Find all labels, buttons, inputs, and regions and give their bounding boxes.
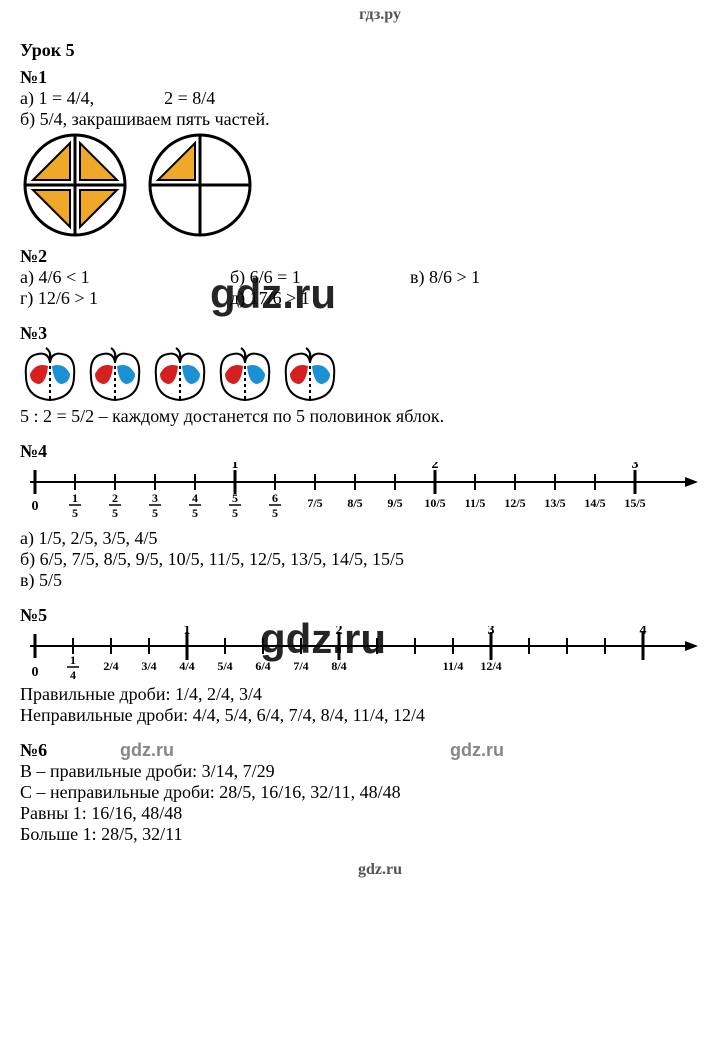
ex3-answer: 5 : 2 = 5/2 – каждому достанется по 5 по… — [20, 406, 720, 427]
ex4-v: в) 5/5 — [20, 570, 720, 591]
ex2-b: б) 6/6 = 1 — [230, 267, 410, 288]
svg-text:10/5: 10/5 — [424, 496, 445, 510]
svg-text:5: 5 — [272, 506, 278, 520]
svg-text:8/4: 8/4 — [331, 659, 346, 673]
svg-text:2: 2 — [112, 491, 118, 505]
svg-text:5: 5 — [152, 506, 158, 520]
svg-text:13/5: 13/5 — [544, 496, 565, 510]
svg-text:2: 2 — [432, 462, 439, 472]
ex5-num: №5 — [20, 605, 720, 626]
svg-text:12/5: 12/5 — [504, 496, 525, 510]
ex5-numberline: 0 1 2 3 4 14 2/4 — [20, 626, 700, 684]
svg-text:5: 5 — [232, 506, 238, 520]
ex6-num: №6 — [20, 740, 720, 761]
svg-text:2/4: 2/4 — [103, 659, 118, 673]
exercise-1: №1 а) 1 = 4/4, 2 = 8/4 б) 5/4, закрашива… — [20, 67, 720, 240]
ex1-circles — [20, 130, 280, 240]
exercise-2: №2 а) 4/6 < 1 б) 6/6 = 1 в) 8/6 > 1 г) 1… — [20, 246, 720, 309]
svg-text:3: 3 — [152, 491, 158, 505]
ex2-g: г) 12/6 > 1 — [20, 288, 230, 309]
svg-text:3: 3 — [632, 462, 639, 472]
lesson-title: Урок 5 — [20, 40, 720, 61]
ex2-row2: г) 12/6 > 1 д) 17/6 > 1 — [20, 288, 720, 309]
ex1-a2: 2 = 8/4 — [164, 88, 215, 109]
ex4-num: №4 — [20, 441, 720, 462]
svg-text:5: 5 — [72, 506, 78, 520]
svg-text:11/4: 11/4 — [443, 659, 464, 673]
svg-text:5: 5 — [112, 506, 118, 520]
site-header: гдз.ру — [20, 0, 720, 34]
ex2-v: в) 8/6 > 1 — [410, 267, 480, 288]
ex1-b: б) 5/4, закрашиваем пять частей. — [20, 109, 720, 130]
lesson-title-text: Урок 5 — [20, 40, 75, 60]
ex1-num: №1 — [20, 67, 720, 88]
svg-text:1: 1 — [232, 462, 239, 472]
site-footer: gdz.ru — [20, 851, 720, 889]
svg-text:1: 1 — [72, 491, 78, 505]
svg-text:5: 5 — [232, 491, 238, 505]
svg-text:0: 0 — [32, 665, 39, 680]
ex5-p2: Неправильные дроби: 4/4, 5/4, 6/4, 7/4, … — [20, 705, 720, 726]
svg-text:4: 4 — [192, 491, 198, 505]
svg-text:6/4: 6/4 — [255, 659, 270, 673]
exercise-3: №3 5 : 2 = 5/2 – каждому достанется по 5… — [20, 323, 720, 427]
svg-text:4/4: 4/4 — [179, 659, 194, 673]
svg-text:11/5: 11/5 — [465, 496, 486, 510]
svg-text:2: 2 — [336, 626, 343, 638]
ex4-a: а) 1/5, 2/5, 3/5, 4/5 — [20, 528, 720, 549]
svg-text:14/5: 14/5 — [584, 496, 605, 510]
ex4-numberline: 0 1 2 3 15 25 35 45 — [20, 462, 700, 522]
svg-text:6: 6 — [272, 491, 278, 505]
exercise-6: №6 gdz.ru gdz.ru В – правильные дроби: 3… — [20, 740, 720, 845]
ex2-a: а) 4/6 < 1 — [20, 267, 230, 288]
ex6-l1: В – правильные дроби: 3/14, 7/29 — [20, 761, 720, 782]
ex6-l3: Равны 1: 16/16, 48/48 — [20, 803, 720, 824]
svg-text:3: 3 — [488, 626, 495, 638]
ex2-num: №2 — [20, 246, 720, 267]
svg-text:3/4: 3/4 — [141, 659, 156, 673]
ex2-d: д) 17/6 > 1 — [230, 288, 310, 309]
svg-text:1: 1 — [70, 653, 76, 667]
svg-text:5: 5 — [192, 506, 198, 520]
ex6-l4: Больше 1: 28/5, 32/11 — [20, 824, 720, 845]
svg-text:4: 4 — [70, 668, 76, 682]
ex4-b: б) 6/5, 7/5, 8/5, 9/5, 10/5, 11/5, 12/5,… — [20, 549, 720, 570]
svg-text:9/5: 9/5 — [387, 496, 402, 510]
ex1-a: а) 1 = 4/4, — [20, 88, 94, 109]
ex5-p1: Правильные дроби: 1/4, 2/4, 3/4 — [20, 684, 720, 705]
svg-text:1: 1 — [184, 626, 191, 638]
ex3-apples — [20, 344, 360, 406]
svg-text:15/5: 15/5 — [624, 496, 645, 510]
exercise-4: №4 0 1 2 3 — [20, 441, 720, 591]
ex2-row1: а) 4/6 < 1 б) 6/6 = 1 в) 8/6 > 1 — [20, 267, 720, 288]
svg-text:12/4: 12/4 — [480, 659, 501, 673]
svg-text:4: 4 — [640, 626, 647, 638]
svg-text:5/4: 5/4 — [217, 659, 232, 673]
svg-text:7/4: 7/4 — [293, 659, 308, 673]
svg-text:7/5: 7/5 — [307, 496, 322, 510]
exercise-5: №5 0 1 2 3 4 — [20, 605, 720, 726]
ex1-row-a: а) 1 = 4/4, 2 = 8/4 — [20, 88, 720, 109]
svg-text:0: 0 — [32, 499, 39, 514]
ex3-num: №3 — [20, 323, 720, 344]
ex6-l2: С – неправильные дроби: 28/5, 16/16, 32/… — [20, 782, 720, 803]
svg-text:8/5: 8/5 — [347, 496, 362, 510]
